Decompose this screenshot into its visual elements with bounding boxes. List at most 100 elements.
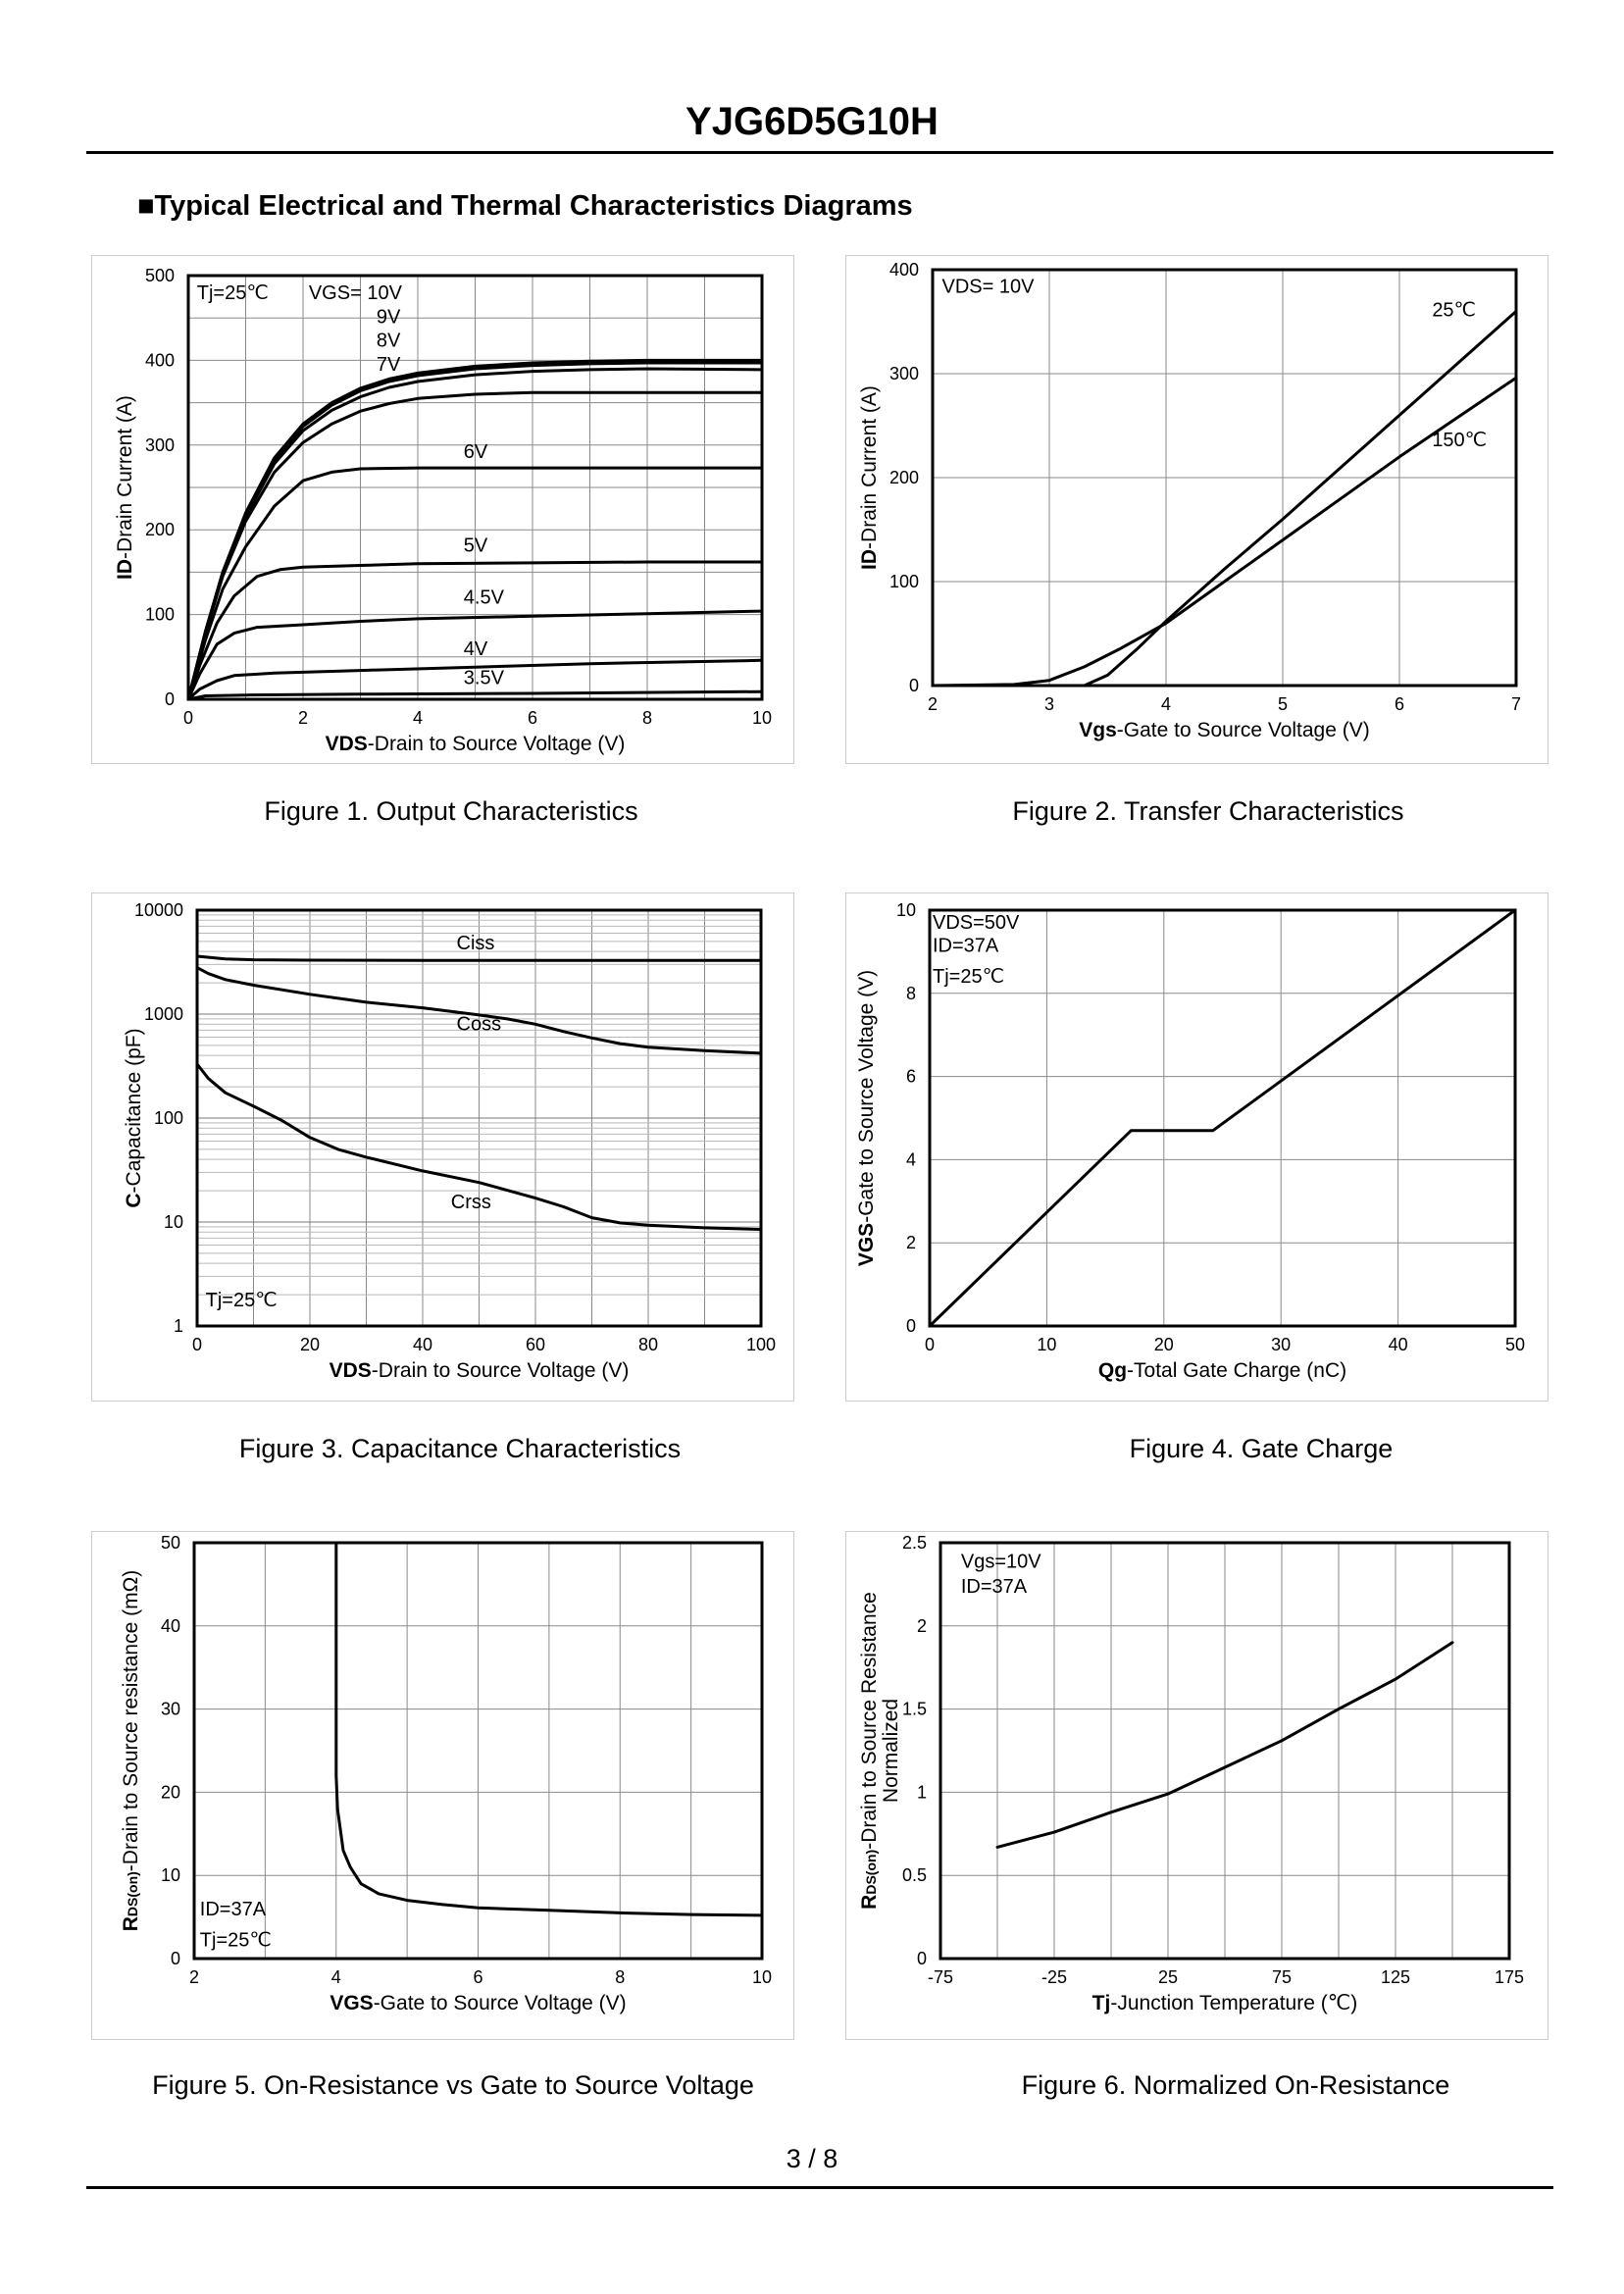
- y-tick-label: 0: [165, 689, 175, 709]
- y-tick-label: 400: [889, 260, 919, 280]
- x-axis-label-text: -Gate to Source Voltage (V): [1117, 719, 1370, 741]
- y-tick-label: 500: [145, 266, 175, 285]
- x-tick-label: 4: [1161, 694, 1171, 714]
- figure-6-chart: -75 -25 25 75 125 175 0 0.5 1 1.5 2 2.5 Tj-Junction …: [858, 1533, 1524, 2014]
- annotation-label: 5V: [464, 535, 488, 557]
- annotation-label: VGS= 10V: [309, 282, 403, 304]
- grid: [188, 276, 762, 699]
- annotation-label: ID=37A: [933, 935, 999, 956]
- figure-6-caption: Figure 6. Normalized On-Resistance: [1021, 2070, 1450, 2100]
- y-tick-label: 4: [906, 1149, 916, 1169]
- x-tick-label: 6: [528, 708, 537, 728]
- section-heading: ■Typical Electrical and Thermal Characte…: [137, 190, 913, 222]
- grid: [940, 1543, 1509, 1959]
- y-tick-label: 0: [171, 1949, 180, 1968]
- x-tick-label: -25: [1041, 1967, 1067, 1987]
- x-tick-label: 0: [925, 1335, 935, 1354]
- annotation-label: ID=37A: [961, 1576, 1028, 1598]
- y-axis-label-text: -Drain Current (A): [114, 395, 136, 559]
- figure-6-panel: -75 -25 25 75 125 175 0 0.5 1 1.5 2 2.5 Tj-Junction …: [845, 1531, 1548, 2040]
- x-tick-label: 60: [526, 1335, 545, 1354]
- figure-1-caption: Figure 1. Output Characteristics: [264, 796, 638, 826]
- annotation-label: 25℃: [1432, 300, 1476, 322]
- annotation-label: VDS= 10V: [942, 276, 1036, 297]
- figure-3-chart: 0 20 40 60 80 100 1 10 100 1000 10000 VDS-Drain to …: [123, 900, 776, 1382]
- y-tick-label: 1.5: [902, 1700, 927, 1719]
- y-axis-label-bold: R: [120, 1916, 142, 1931]
- figure-5-chart: 2 4 6 8 10 0 10 20 30 40 50 VGS-Gate to Source Volt…: [120, 1533, 772, 2014]
- y-axis-label: RDS(on)-Drain to Source Resistance: [858, 1592, 881, 1910]
- y-tick-label: 300: [145, 435, 175, 455]
- series-line-150℃: [931, 376, 1518, 688]
- x-tick-label: 2: [928, 694, 938, 714]
- x-tick-label: -75: [928, 1967, 953, 1987]
- x-tick-label: 6: [473, 1967, 482, 1987]
- y-axis-label: ID-Drain Current (A): [858, 385, 881, 570]
- x-tick-label: 10: [1037, 1335, 1056, 1354]
- series-line-norm: [995, 1641, 1454, 1849]
- page-number: 3 / 8: [786, 2144, 838, 2173]
- x-axis-label-text: -Drain to Source Voltage (V): [368, 733, 626, 755]
- annotation-label: Coss: [457, 1013, 502, 1035]
- annotation-label: 150℃: [1432, 430, 1487, 451]
- x-tick-label: 2: [189, 1967, 199, 1987]
- series-line-Ciss: [195, 954, 763, 962]
- grid: [197, 910, 761, 1326]
- series-line-RDS(on): [334, 1541, 764, 1917]
- annotation-label: 6V: [464, 441, 488, 463]
- y-axis-label-bold: ID: [858, 549, 881, 570]
- y-axis-label-bold: R: [858, 1895, 881, 1910]
- y-tick-label: 0: [917, 1949, 927, 1968]
- x-tick-label: 20: [300, 1335, 320, 1354]
- x-axis-label-text: -Drain to Source Voltage (V): [372, 1359, 630, 1382]
- x-tick-label: 0: [192, 1335, 202, 1354]
- x-axis-label: VGS-Gate to Source Voltage (V): [330, 1992, 626, 2014]
- series-line-5V: [186, 560, 764, 701]
- document-title: YJG6D5G10H: [685, 100, 939, 143]
- annotation-label: 8V: [377, 331, 401, 352]
- y-tick-label: 200: [889, 468, 919, 487]
- y-axis-label: RDS(on)-Drain to Source resistance (mΩ): [120, 1570, 142, 1932]
- annotation-label: Tj=25℃: [206, 1290, 278, 1311]
- y-axis-label-text: -Capacitance (pF): [123, 1028, 145, 1193]
- x-tick-label: 4: [413, 708, 423, 728]
- x-tick-label: 8: [615, 1967, 625, 1987]
- figure-2-chart: 2 3 4 5 6 7 0 100 200 300 400 Vgs-Gate to Source Vo…: [858, 260, 1521, 741]
- y-tick-label: 0: [906, 1316, 916, 1336]
- x-axis-label: Qg-Total Gate Charge (nC): [1098, 1359, 1346, 1382]
- x-tick-label: 75: [1272, 1967, 1292, 1987]
- y-axis-label: ID-Drain Current (A): [114, 395, 136, 580]
- plot-frame: [931, 268, 1518, 688]
- y-tick-label: 6: [906, 1067, 916, 1087]
- y-tick-label: 40: [161, 1616, 180, 1636]
- annotation-label: Tj=25℃: [200, 1929, 272, 1951]
- x-axis-label: Tj-Junction Temperature (℃): [1092, 1992, 1358, 2014]
- x-tick-label: 0: [183, 708, 193, 728]
- plot-frame: [186, 274, 764, 701]
- y-tick-label: 8: [906, 984, 916, 1003]
- x-axis-label-bold: Vgs: [1079, 719, 1117, 741]
- x-tick-label: 100: [746, 1335, 776, 1354]
- x-axis-label-bold: Qg: [1098, 1359, 1127, 1382]
- y-axis-label-text: -Drain to Source Resistance: [858, 1592, 881, 1850]
- series-line-7V: [186, 390, 764, 701]
- y-tick-label: 0.5: [902, 1865, 927, 1885]
- y-tick-label: 10: [161, 1865, 180, 1885]
- y-axis-label: C-Capacitance (pF): [123, 1028, 145, 1207]
- x-axis-label: Vgs-Gate to Source Voltage (V): [1079, 719, 1369, 741]
- plot-frame: [928, 908, 1517, 1328]
- y-tick-label: 100: [889, 572, 919, 591]
- series-line-VGS: [928, 908, 1517, 1328]
- x-tick-label: 175: [1495, 1967, 1524, 1987]
- y-tick-label: 100: [145, 605, 175, 625]
- y-tick-label: 50: [161, 1533, 180, 1553]
- y-axis-label-text: -Drain to Source resistance (mΩ): [120, 1570, 142, 1871]
- x-tick-label: 6: [1395, 694, 1404, 714]
- grid: [933, 270, 1516, 686]
- annotation-label: 4V: [464, 638, 488, 660]
- x-axis-label-bold: Tj: [1092, 1992, 1111, 2014]
- figure-5-panel: 2 4 6 8 10 0 10 20 30 40 50 VGS-Gate to Source Volt…: [91, 1531, 794, 2040]
- header-rule: [86, 151, 1553, 154]
- annotation-label: 3.5V: [464, 667, 505, 688]
